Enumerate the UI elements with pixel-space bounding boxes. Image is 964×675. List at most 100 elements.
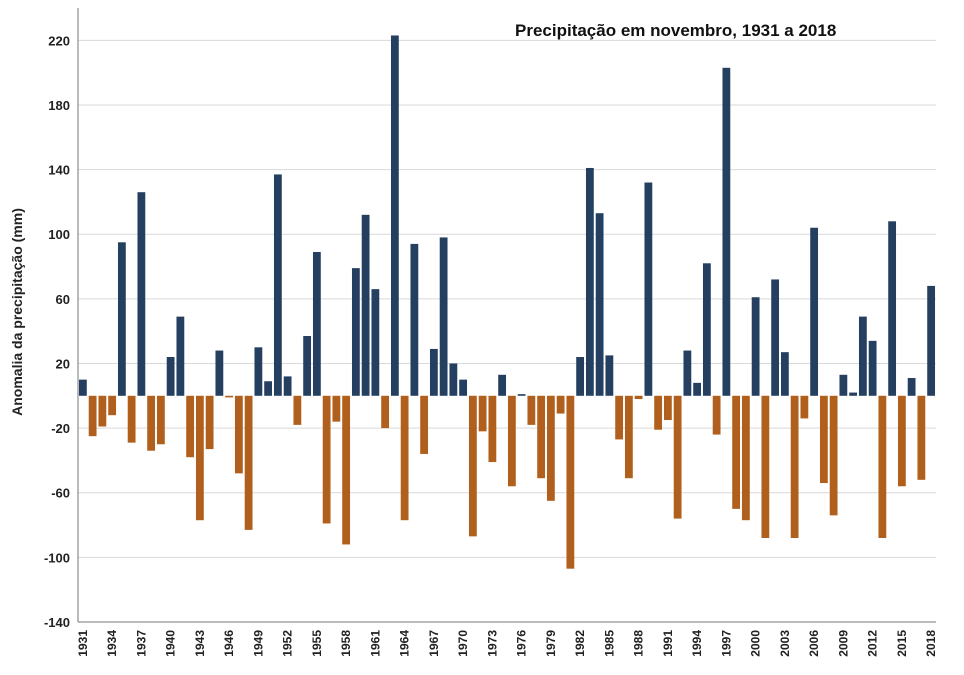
bar-1996 bbox=[712, 395, 721, 435]
x-tick-label: 1970 bbox=[456, 630, 470, 657]
x-tick-label: 1937 bbox=[134, 630, 148, 657]
bar-2001 bbox=[761, 395, 770, 538]
x-tick-label: 1934 bbox=[105, 630, 119, 657]
bar-1950 bbox=[264, 381, 273, 396]
x-tick-label: 2006 bbox=[807, 630, 821, 657]
bar-1983 bbox=[585, 167, 594, 396]
bar-1986 bbox=[615, 395, 624, 440]
x-tick-label: 1988 bbox=[632, 630, 646, 657]
x-tick-label: 1991 bbox=[661, 630, 675, 657]
bar-2013 bbox=[878, 395, 887, 538]
y-axis-label: Anomalia da precipitação (mm) bbox=[9, 208, 25, 416]
bar-1941 bbox=[176, 316, 185, 396]
y-tick-label: 220 bbox=[48, 33, 70, 48]
bar-1944 bbox=[205, 395, 214, 450]
x-tick-label: 2003 bbox=[778, 630, 792, 657]
x-tick-label: 1958 bbox=[339, 630, 353, 657]
bar-1976 bbox=[517, 394, 526, 396]
bar-1953 bbox=[293, 395, 302, 425]
x-tick-label: 1931 bbox=[76, 630, 90, 657]
y-axis-ticks: -140 -100 -60 -20 20 60 100 140 180 220 bbox=[44, 33, 70, 630]
x-tick-label: 1994 bbox=[690, 630, 704, 657]
bar-1959 bbox=[351, 268, 360, 396]
x-tick-label: 1955 bbox=[310, 630, 324, 657]
x-tick-label: 1961 bbox=[368, 630, 382, 657]
x-tick-label: 2018 bbox=[924, 630, 938, 657]
bar-1992 bbox=[673, 395, 682, 519]
bar-1985 bbox=[605, 355, 614, 396]
bar-1933 bbox=[98, 395, 107, 427]
y-tick-label: -100 bbox=[44, 550, 70, 565]
bar-1967 bbox=[429, 348, 438, 396]
bar-1968 bbox=[439, 237, 448, 396]
bar-1980 bbox=[556, 395, 565, 414]
bar-1973 bbox=[488, 395, 497, 463]
bar-2003 bbox=[780, 352, 789, 396]
y-tick-label: -140 bbox=[44, 615, 70, 630]
x-tick-label: 1982 bbox=[573, 630, 587, 657]
bar-2015 bbox=[897, 395, 906, 487]
bars bbox=[78, 35, 936, 569]
bar-1962 bbox=[381, 395, 390, 429]
bar-1981 bbox=[566, 395, 575, 569]
bar-1958 bbox=[342, 395, 351, 545]
y-tick-label: 140 bbox=[48, 163, 70, 178]
bar-2014 bbox=[888, 221, 897, 396]
bar-2012 bbox=[868, 340, 877, 396]
bar-2017 bbox=[917, 395, 926, 480]
bar-1994 bbox=[693, 382, 702, 396]
bar-1998 bbox=[732, 395, 741, 509]
bar-1988 bbox=[634, 395, 643, 400]
y-tick-label: 100 bbox=[48, 227, 70, 242]
y-tick-label: 60 bbox=[56, 292, 70, 307]
bar-1971 bbox=[468, 395, 477, 537]
bar-1937 bbox=[137, 192, 146, 396]
bar-1945 bbox=[215, 350, 224, 396]
bar-1970 bbox=[459, 379, 468, 396]
bar-1935 bbox=[117, 242, 126, 396]
x-tick-label: 1952 bbox=[281, 630, 295, 657]
x-tick-label: 1949 bbox=[251, 630, 265, 657]
bar-1948 bbox=[244, 395, 253, 530]
bar-2004 bbox=[790, 395, 799, 538]
bar-1972 bbox=[478, 395, 487, 432]
x-tick-label: 1997 bbox=[719, 630, 733, 657]
y-tick-label: 20 bbox=[56, 356, 70, 371]
bar-1979 bbox=[546, 395, 555, 501]
bar-1947 bbox=[234, 395, 243, 474]
bar-1978 bbox=[537, 395, 546, 479]
bar-1936 bbox=[127, 395, 136, 443]
bar-2006 bbox=[810, 227, 819, 396]
bar-2016 bbox=[907, 378, 916, 396]
bar-1951 bbox=[273, 174, 282, 396]
bar-2011 bbox=[858, 316, 867, 396]
bar-1942 bbox=[186, 395, 195, 458]
x-tick-label: 1940 bbox=[164, 630, 178, 657]
bar-1932 bbox=[88, 395, 97, 437]
bar-1989 bbox=[644, 182, 653, 396]
bar-1969 bbox=[449, 363, 458, 396]
x-tick-label: 2000 bbox=[749, 630, 763, 657]
bar-1931 bbox=[78, 379, 87, 396]
gridlines bbox=[78, 39, 936, 623]
bar-1999 bbox=[741, 395, 750, 521]
x-tick-label: 1979 bbox=[544, 630, 558, 657]
bar-1966 bbox=[420, 395, 429, 454]
bar-1993 bbox=[683, 350, 692, 396]
bar-1982 bbox=[576, 357, 585, 396]
bar-1965 bbox=[410, 243, 419, 396]
y-tick-label: 180 bbox=[48, 98, 70, 113]
bar-2007 bbox=[819, 395, 828, 484]
chart-title: Precipitação em novembro, 1931 a 2018 bbox=[515, 21, 836, 40]
x-tick-label: 1946 bbox=[222, 630, 236, 657]
bar-1990 bbox=[654, 395, 663, 430]
x-tick-label: 1967 bbox=[427, 630, 441, 657]
bar-1940 bbox=[166, 357, 175, 396]
bar-1963 bbox=[390, 35, 399, 396]
bar-1961 bbox=[371, 289, 380, 396]
bar-1943 bbox=[195, 395, 204, 521]
bar-1987 bbox=[624, 395, 633, 479]
bar-1960 bbox=[361, 214, 370, 396]
bar-2008 bbox=[829, 395, 838, 516]
